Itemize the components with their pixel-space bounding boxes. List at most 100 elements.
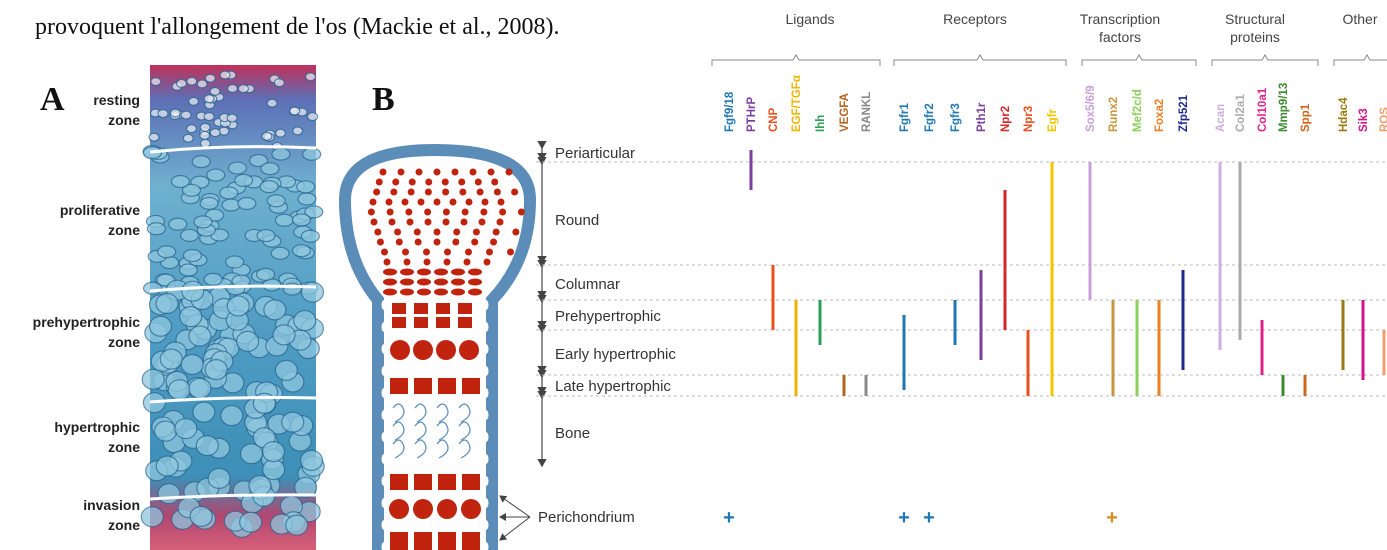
cell (402, 249, 409, 256)
cell (392, 303, 406, 314)
cell (466, 199, 473, 206)
pore (382, 498, 387, 508)
zone-label: prehypertrophic (33, 314, 141, 330)
cell (384, 259, 391, 266)
cell (417, 269, 431, 276)
cell (425, 189, 432, 196)
cell (175, 419, 197, 439)
cell (380, 169, 387, 176)
pore (382, 432, 387, 442)
cell (452, 169, 459, 176)
cell (425, 219, 432, 226)
cell (293, 127, 303, 135)
gene-label: Fgfr1 (899, 103, 911, 132)
cell (147, 223, 165, 235)
cell (183, 134, 193, 142)
cell (207, 169, 225, 181)
cell (471, 239, 478, 246)
cell (383, 279, 397, 286)
pore (484, 388, 489, 398)
cell (227, 296, 249, 316)
cell (458, 317, 472, 328)
pointer (500, 517, 530, 540)
perichondrium-mark: + (723, 507, 735, 529)
cell (425, 179, 432, 186)
cell (156, 293, 178, 313)
cell (205, 360, 227, 380)
cell (453, 229, 460, 236)
pore (382, 344, 387, 354)
cell (459, 340, 479, 360)
cell (170, 109, 180, 117)
zone-label: proliferative (60, 202, 140, 218)
expression-bar (1304, 375, 1307, 396)
group-label: Other (1342, 11, 1377, 27)
cell (183, 249, 201, 261)
expression-bar (843, 375, 846, 396)
cell (511, 189, 518, 196)
gene-label: Foxa2 (1154, 99, 1166, 132)
cell (490, 239, 497, 246)
cell (493, 229, 500, 236)
gene-label: Npr3 (1023, 106, 1035, 132)
cell (464, 259, 471, 266)
perichondrium-mark: + (923, 507, 935, 529)
gene-label: PTHrP (746, 97, 758, 132)
cell (290, 107, 300, 115)
cell (189, 326, 211, 346)
row-label: Early hypertrophic (555, 346, 676, 363)
cell (400, 289, 414, 296)
cell (404, 259, 411, 266)
cell (434, 239, 441, 246)
cell (292, 214, 310, 226)
cell (263, 459, 285, 479)
expression-bar (1004, 190, 1007, 330)
row-label: Periarticular (555, 145, 635, 162)
panel-b-label: B (372, 81, 395, 118)
cell (204, 95, 214, 103)
cell (482, 199, 489, 206)
cell (389, 219, 396, 226)
expression-bar (1219, 162, 1222, 350)
cell (436, 303, 450, 314)
cell (461, 499, 481, 519)
cell (400, 269, 414, 276)
cell (282, 412, 304, 432)
cell (301, 230, 319, 242)
cell (443, 209, 450, 216)
gene-label: Col10a1 (1257, 87, 1269, 132)
row-label: Columnar (555, 276, 620, 293)
gene-label: Fgfr3 (950, 103, 962, 132)
cell (156, 456, 178, 476)
cell (260, 181, 278, 193)
cell (396, 239, 403, 246)
cell (450, 199, 457, 206)
pore (382, 322, 387, 332)
pore (484, 366, 489, 376)
cell (443, 219, 450, 226)
cell (194, 216, 212, 228)
cell (458, 179, 465, 186)
cell (451, 269, 465, 276)
cell (171, 175, 189, 187)
gene-label: Runx2 (1108, 97, 1120, 132)
cell (389, 499, 409, 519)
cell (392, 317, 406, 328)
cell (200, 131, 210, 139)
cell (263, 442, 285, 462)
cell (158, 484, 180, 504)
cell (189, 378, 211, 398)
expression-bar (1158, 300, 1161, 396)
cell (238, 198, 256, 210)
cell (370, 199, 377, 206)
cell (303, 148, 321, 160)
expression-bar (865, 375, 868, 396)
cell (142, 369, 164, 389)
cell (368, 209, 375, 216)
gene-label: Ihh (815, 115, 827, 132)
cell (144, 282, 162, 294)
zone-label: zone (108, 334, 140, 350)
cell (286, 515, 308, 535)
pore (484, 432, 489, 442)
cell (461, 219, 468, 226)
